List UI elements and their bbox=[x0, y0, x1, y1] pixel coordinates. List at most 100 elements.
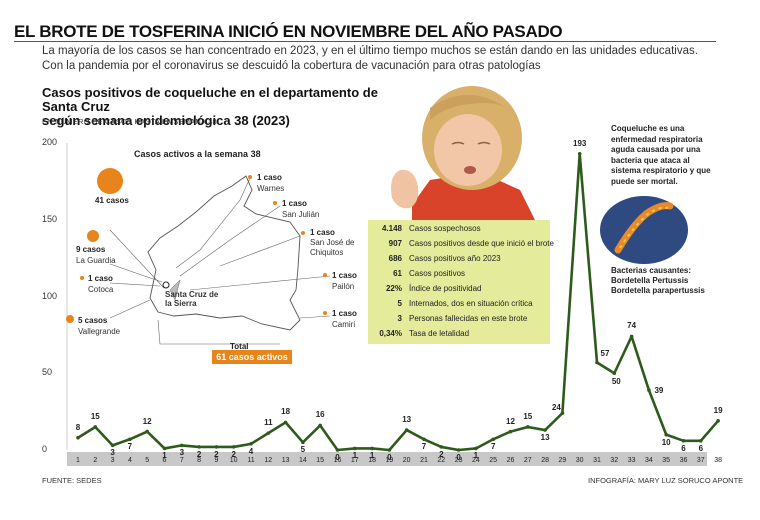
bacterium-body bbox=[614, 202, 674, 254]
data-point bbox=[387, 448, 392, 452]
data-label: 1 bbox=[162, 451, 167, 461]
location-la-guardia: 9 casos La Guardia bbox=[76, 244, 116, 266]
location-cotoca: 1 caso Cotoca bbox=[88, 273, 113, 295]
data-label: 15 bbox=[90, 411, 100, 421]
data-point bbox=[197, 445, 201, 449]
data-point bbox=[422, 437, 426, 442]
child-shirt bbox=[412, 172, 536, 222]
data-point bbox=[647, 388, 651, 392]
data-label: 0 bbox=[335, 453, 340, 462]
data-point bbox=[595, 360, 599, 365]
data-label: 2 bbox=[439, 449, 444, 459]
location-san-jose: 1 caso San José de Chiquitos bbox=[310, 228, 370, 258]
data-label: 8 bbox=[75, 422, 81, 432]
stat-row: 0,34% Tasa de letalidad bbox=[368, 329, 550, 344]
chart-title-line-1: Casos positivos de coqueluche en el depa… bbox=[42, 85, 378, 114]
location-name: Pailón bbox=[332, 282, 355, 291]
stat-row: 5 Internados, dos en situación crítica bbox=[368, 299, 550, 314]
data-label: 11 bbox=[264, 418, 273, 428]
intro-line-2: Con la pandemia por el coronavirus se de… bbox=[42, 60, 541, 72]
data-point bbox=[716, 419, 720, 423]
data-label: 74 bbox=[627, 321, 637, 331]
data-point bbox=[491, 437, 496, 442]
x-tick-label: 21 bbox=[420, 457, 428, 464]
location-san-julian: 1 caso San Julián bbox=[282, 198, 319, 220]
x-tick-label: 34 bbox=[644, 457, 653, 464]
location-cases: 1 caso bbox=[257, 173, 282, 182]
header-rule bbox=[14, 41, 716, 42]
x-tick-label: 33 bbox=[627, 457, 636, 464]
data-point bbox=[301, 440, 305, 445]
y-tick-label: 200 bbox=[42, 137, 58, 147]
stat-label: Casos positivos desde que inició el brot… bbox=[409, 239, 554, 248]
capital-area bbox=[169, 279, 181, 301]
x-tick-label: 32 bbox=[610, 457, 619, 464]
child-mouth bbox=[464, 166, 476, 174]
x-tick-label: 28 bbox=[541, 457, 549, 464]
data-point bbox=[93, 425, 98, 429]
stat-row: 4.148 Casos sospechosos bbox=[368, 224, 550, 239]
location-name: San José de Chiquitos bbox=[310, 238, 355, 257]
map-leader-lines bbox=[109, 177, 331, 319]
x-tick-label: 26 bbox=[506, 457, 515, 464]
x-tick-label: 8 bbox=[197, 457, 202, 464]
location-cases: 1 caso bbox=[332, 309, 357, 318]
credit-note: INFOGRAFÍA: MARY LUZ SORUCO APONTE bbox=[588, 476, 744, 485]
stat-label: Casos positivos bbox=[409, 269, 466, 278]
data-point bbox=[526, 425, 530, 429]
x-tick-label: 36 bbox=[679, 457, 688, 464]
x-tick-label: 23 bbox=[454, 457, 463, 464]
data-point bbox=[439, 445, 444, 449]
data-label: 7 bbox=[421, 442, 427, 452]
data-point bbox=[110, 443, 115, 448]
data-point bbox=[629, 334, 634, 339]
data-label: 19 bbox=[713, 405, 723, 415]
units-note: EN NÚMERO DE CASOS HASTA LA SEMANA 38 bbox=[42, 117, 217, 126]
location-name: La Guardia bbox=[76, 256, 116, 265]
location-cases: 1 caso bbox=[310, 228, 335, 237]
data-point bbox=[249, 442, 253, 446]
intro-line-1: La mayoría de los casos se han concentra… bbox=[42, 45, 698, 57]
location-vallegrande: 5 casos Vallegrande bbox=[78, 315, 120, 337]
bubble-san-julian bbox=[273, 201, 277, 205]
data-label: 6 bbox=[681, 443, 686, 453]
child-fringe bbox=[430, 94, 512, 120]
data-label: 13 bbox=[402, 415, 412, 425]
coqueluche-note: Coqueluche es una enfermedad respiratori… bbox=[611, 124, 711, 186]
stat-label: Tasa de letalidad bbox=[409, 329, 470, 338]
location-cases: 1 caso bbox=[282, 199, 307, 208]
stat-label: Casos positivos año 2023 bbox=[409, 254, 501, 263]
x-tick-label: 14 bbox=[298, 457, 307, 464]
stat-row: 3 Personas fallecidas en este brote bbox=[368, 314, 550, 329]
x-tick-label: 5 bbox=[145, 457, 150, 464]
x-tick-label: 11 bbox=[247, 457, 255, 464]
location-name: Cotoca bbox=[88, 285, 114, 294]
data-point bbox=[266, 431, 271, 435]
data-label: 7 bbox=[490, 442, 496, 452]
data-point bbox=[335, 448, 340, 452]
bacteria-background bbox=[600, 196, 688, 264]
x-tick-label: 31 bbox=[593, 457, 601, 464]
data-label: 13 bbox=[540, 433, 550, 443]
x-tick-label: 15 bbox=[316, 457, 325, 464]
child-face bbox=[434, 114, 502, 186]
stat-label: Personas fallecidas en este brote bbox=[409, 314, 528, 323]
data-label: 24 bbox=[551, 403, 561, 413]
data-point bbox=[612, 371, 617, 376]
stat-label: Índice de positividad bbox=[409, 284, 482, 293]
location-cases: 41 casos bbox=[95, 196, 129, 205]
stats-box: 4.148 Casos sospechosos 907 Casos positivos… bbox=[368, 220, 554, 344]
data-label: 6 bbox=[698, 443, 704, 453]
data-point bbox=[353, 446, 357, 451]
stat-row: 686 Casos positivos año 2023 bbox=[368, 254, 550, 269]
bacteria-name-2: Bordetella parapertussis bbox=[611, 286, 705, 295]
department-outline bbox=[147, 175, 301, 331]
data-label: 3 bbox=[179, 448, 185, 458]
x-tick-label: 12 bbox=[264, 457, 273, 464]
data-point bbox=[370, 446, 374, 451]
data-label: 3 bbox=[110, 448, 115, 458]
data-label: 16 bbox=[315, 410, 325, 420]
data-label: 7 bbox=[127, 442, 133, 452]
location-cases: 1 caso bbox=[88, 274, 113, 283]
